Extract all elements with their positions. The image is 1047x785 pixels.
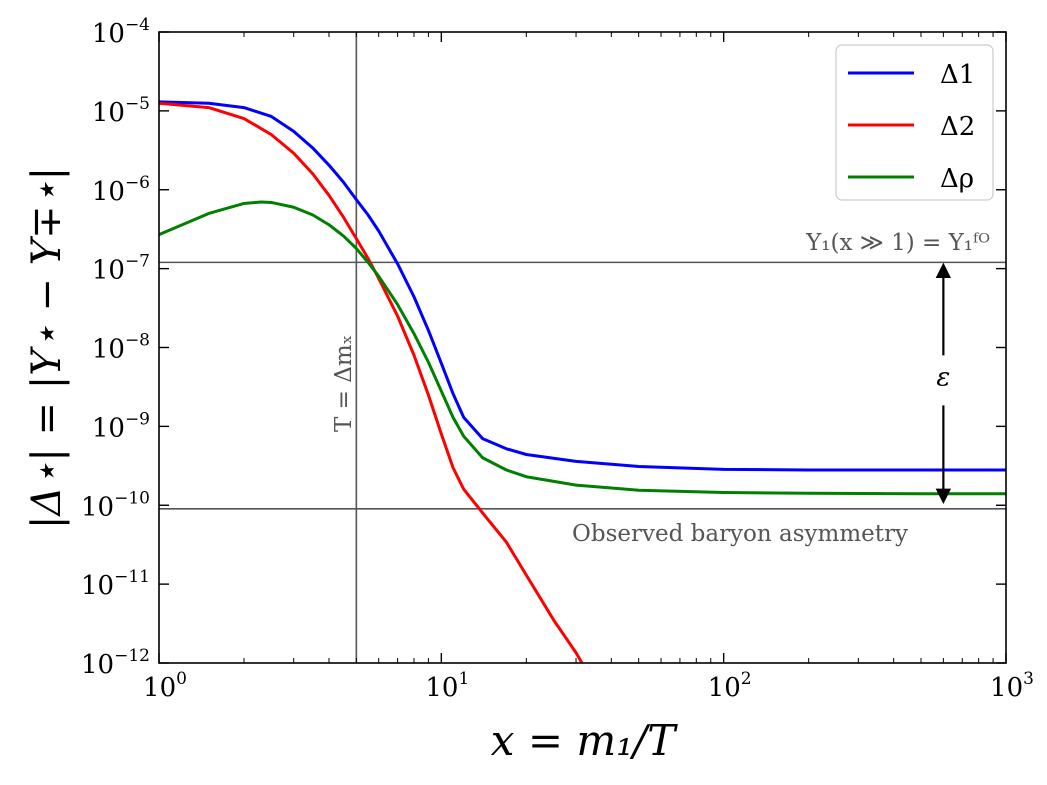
- legend-box: [835, 44, 994, 201]
- y-axis-label: |Δ⋆| = |Y⋆ − Y∓⋆|: [24, 167, 70, 529]
- series-line-1: [159, 100, 1006, 472]
- epsilon-label: ε: [936, 362, 950, 392]
- y-tick-label: 10−5: [92, 94, 150, 128]
- series-line-3: [159, 200, 1006, 496]
- x-tick-label: 100: [143, 669, 187, 703]
- y-tick-label: 10−9: [92, 409, 150, 443]
- legend-label-2: Δ2: [940, 112, 975, 142]
- legend: Δ1 Δ2 Δρ: [835, 44, 994, 201]
- y-tick-label: 10−6: [92, 173, 150, 207]
- y-tick-label: 10−7: [92, 252, 150, 286]
- legend-label-3: Δρ: [940, 164, 974, 194]
- legend-label-1: Δ1: [940, 60, 975, 90]
- horizontal-bottom-reference-label: Observed baryon asymmetry: [572, 521, 908, 547]
- y-tick-label: 10−11: [81, 567, 150, 601]
- x-axis-label: x = m₁/T: [491, 716, 678, 765]
- x-tick-label: 101: [425, 669, 469, 703]
- y-tick-label: 10−8: [92, 331, 150, 365]
- y-tick-label: 10−12: [81, 646, 150, 680]
- series-line-2: [159, 101, 584, 663]
- horizontal-top-reference-label: Y₁(x ≫ 1) = Y₁ᶠᴼ: [805, 230, 990, 256]
- y-tick-label: 10−4: [92, 15, 150, 49]
- vertical-reference-label: T = Δmₓ: [331, 335, 357, 432]
- x-tick-label: 103: [990, 669, 1034, 703]
- y-tick-label: 10−10: [81, 488, 150, 522]
- x-tick-label: 102: [708, 669, 752, 703]
